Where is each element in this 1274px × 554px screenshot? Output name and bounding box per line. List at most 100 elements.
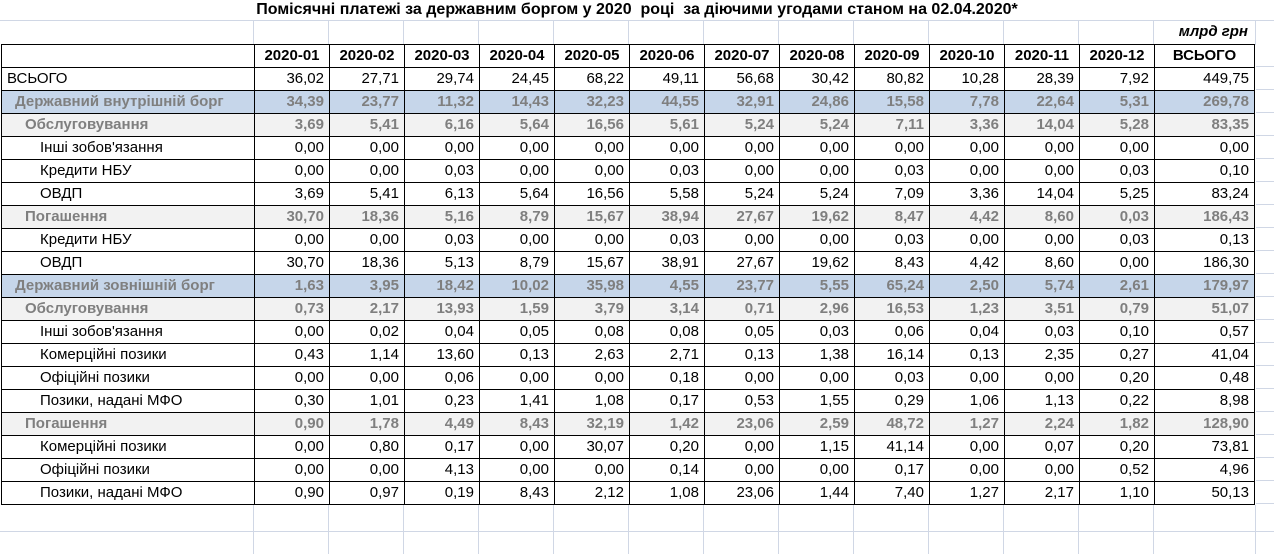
value-cell[interactable]: 28,39 bbox=[1004, 67, 1080, 91]
value-cell[interactable]: 18,36 bbox=[329, 205, 405, 229]
value-cell[interactable]: 0,10 bbox=[1079, 320, 1155, 344]
value-cell[interactable]: 44,55 bbox=[629, 90, 705, 114]
column-header-cell[interactable]: 2020-07 bbox=[704, 44, 780, 68]
value-cell[interactable]: 3,95 bbox=[329, 274, 405, 298]
value-cell[interactable]: 1,23 bbox=[929, 297, 1005, 321]
value-cell[interactable]: 0,00 bbox=[329, 366, 405, 390]
value-cell[interactable]: 0,03 bbox=[1079, 205, 1155, 229]
value-cell[interactable]: 1,44 bbox=[779, 481, 855, 505]
value-cell[interactable]: 8,60 bbox=[1004, 251, 1080, 275]
value-cell[interactable]: 0,02 bbox=[329, 320, 405, 344]
value-cell[interactable]: 1,13 bbox=[1004, 389, 1080, 413]
value-cell[interactable]: 2,24 bbox=[1004, 412, 1080, 436]
value-cell[interactable]: 5,64 bbox=[479, 113, 555, 137]
value-cell[interactable]: 23,06 bbox=[704, 412, 780, 436]
value-cell[interactable]: 1,01 bbox=[329, 389, 405, 413]
value-cell[interactable]: 32,91 bbox=[704, 90, 780, 114]
value-cell[interactable]: 3,79 bbox=[554, 297, 630, 321]
value-cell[interactable]: 14,43 bbox=[479, 90, 555, 114]
value-cell[interactable]: 30,07 bbox=[554, 435, 630, 459]
value-cell[interactable]: 0,00 bbox=[254, 366, 330, 390]
value-cell[interactable]: 0,03 bbox=[779, 320, 855, 344]
row-total-cell[interactable]: 73,81 bbox=[1154, 435, 1255, 459]
column-header-cell[interactable]: 2020-06 bbox=[629, 44, 705, 68]
value-cell[interactable]: 10,28 bbox=[929, 67, 1005, 91]
value-cell[interactable]: 16,53 bbox=[854, 297, 930, 321]
value-cell[interactable]: 1,08 bbox=[554, 389, 630, 413]
value-cell[interactable]: 0,00 bbox=[329, 228, 405, 252]
value-cell[interactable]: 2,17 bbox=[1004, 481, 1080, 505]
row-total-cell[interactable]: 51,07 bbox=[1154, 297, 1255, 321]
value-cell[interactable]: 0,71 bbox=[704, 297, 780, 321]
column-header-cell[interactable]: 2020-01 bbox=[254, 44, 330, 68]
value-cell[interactable]: 5,31 bbox=[1079, 90, 1155, 114]
row-label-cell[interactable]: Державний зовнішній борг bbox=[1, 274, 255, 298]
value-cell[interactable]: 5,55 bbox=[779, 274, 855, 298]
column-header-cell[interactable]: 2020-05 bbox=[554, 44, 630, 68]
value-cell[interactable]: 0,00 bbox=[554, 366, 630, 390]
value-cell[interactable]: 0,08 bbox=[629, 320, 705, 344]
row-label-cell[interactable]: Погашення bbox=[1, 205, 255, 229]
value-cell[interactable]: 0,03 bbox=[629, 159, 705, 183]
value-cell[interactable]: 2,50 bbox=[929, 274, 1005, 298]
value-cell[interactable]: 2,12 bbox=[554, 481, 630, 505]
value-cell[interactable]: 0,00 bbox=[779, 136, 855, 160]
value-cell[interactable]: 1,38 bbox=[779, 343, 855, 367]
value-cell[interactable]: 6,13 bbox=[404, 182, 480, 206]
value-cell[interactable]: 0,03 bbox=[1079, 228, 1155, 252]
value-cell[interactable]: 24,86 bbox=[779, 90, 855, 114]
row-label-cell[interactable]: Кредити НБУ bbox=[1, 159, 255, 183]
value-cell[interactable]: 0,00 bbox=[254, 136, 330, 160]
value-cell[interactable]: 14,04 bbox=[1004, 113, 1080, 137]
value-cell[interactable]: 0,03 bbox=[1079, 159, 1155, 183]
row-label-cell[interactable]: Інші зобов'язання bbox=[1, 136, 255, 160]
value-cell[interactable]: 15,58 bbox=[854, 90, 930, 114]
value-cell[interactable]: 0,00 bbox=[1004, 228, 1080, 252]
value-cell[interactable]: 0,00 bbox=[479, 136, 555, 160]
value-cell[interactable]: 35,98 bbox=[554, 274, 630, 298]
value-cell[interactable]: 11,32 bbox=[404, 90, 480, 114]
value-cell[interactable]: 27,71 bbox=[329, 67, 405, 91]
value-cell[interactable]: 30,70 bbox=[254, 251, 330, 275]
row-total-cell[interactable]: 0,10 bbox=[1154, 159, 1255, 183]
row-label-cell[interactable]: Обслуговування bbox=[1, 297, 255, 321]
value-cell[interactable]: 4,13 bbox=[404, 458, 480, 482]
value-cell[interactable]: 0,00 bbox=[929, 159, 1005, 183]
row-label-cell[interactable]: Погашення bbox=[1, 412, 255, 436]
value-cell[interactable]: 1,27 bbox=[929, 412, 1005, 436]
value-cell[interactable]: 0,00 bbox=[1004, 136, 1080, 160]
value-cell[interactable]: 7,40 bbox=[854, 481, 930, 505]
value-cell[interactable]: 7,92 bbox=[1079, 67, 1155, 91]
row-total-cell[interactable]: 4,96 bbox=[1154, 458, 1255, 482]
value-cell[interactable]: 6,16 bbox=[404, 113, 480, 137]
value-cell[interactable]: 0,00 bbox=[329, 159, 405, 183]
value-cell[interactable]: 5,28 bbox=[1079, 113, 1155, 137]
value-cell[interactable]: 3,51 bbox=[1004, 297, 1080, 321]
row-label-cell[interactable]: ОВДП bbox=[1, 182, 255, 206]
value-cell[interactable]: 7,09 bbox=[854, 182, 930, 206]
row-label-cell[interactable]: Комерційні позики bbox=[1, 343, 255, 367]
value-cell[interactable]: 34,39 bbox=[254, 90, 330, 114]
row-label-cell[interactable]: Обслуговування bbox=[1, 113, 255, 137]
value-cell[interactable]: 5,24 bbox=[704, 113, 780, 137]
value-cell[interactable]: 0,90 bbox=[254, 481, 330, 505]
value-cell[interactable]: 0,18 bbox=[629, 366, 705, 390]
value-cell[interactable]: 1,55 bbox=[779, 389, 855, 413]
value-cell[interactable]: 0,00 bbox=[329, 136, 405, 160]
value-cell[interactable]: 0,06 bbox=[854, 320, 930, 344]
value-cell[interactable]: 0,13 bbox=[479, 343, 555, 367]
value-cell[interactable]: 3,14 bbox=[629, 297, 705, 321]
row-total-cell[interactable]: 83,24 bbox=[1154, 182, 1255, 206]
value-cell[interactable]: 0,06 bbox=[404, 366, 480, 390]
value-cell[interactable]: 1,06 bbox=[929, 389, 1005, 413]
value-cell[interactable]: 0,00 bbox=[779, 458, 855, 482]
value-cell[interactable]: 2,63 bbox=[554, 343, 630, 367]
value-cell[interactable]: 0,00 bbox=[704, 435, 780, 459]
column-header-cell[interactable]: 2020-04 bbox=[479, 44, 555, 68]
value-cell[interactable]: 0,17 bbox=[629, 389, 705, 413]
value-cell[interactable]: 5,64 bbox=[479, 182, 555, 206]
row-label-cell[interactable]: ВСЬОГО bbox=[1, 67, 255, 91]
value-cell[interactable]: 0,90 bbox=[254, 412, 330, 436]
value-cell[interactable]: 19,62 bbox=[779, 251, 855, 275]
value-cell[interactable]: 16,56 bbox=[554, 182, 630, 206]
